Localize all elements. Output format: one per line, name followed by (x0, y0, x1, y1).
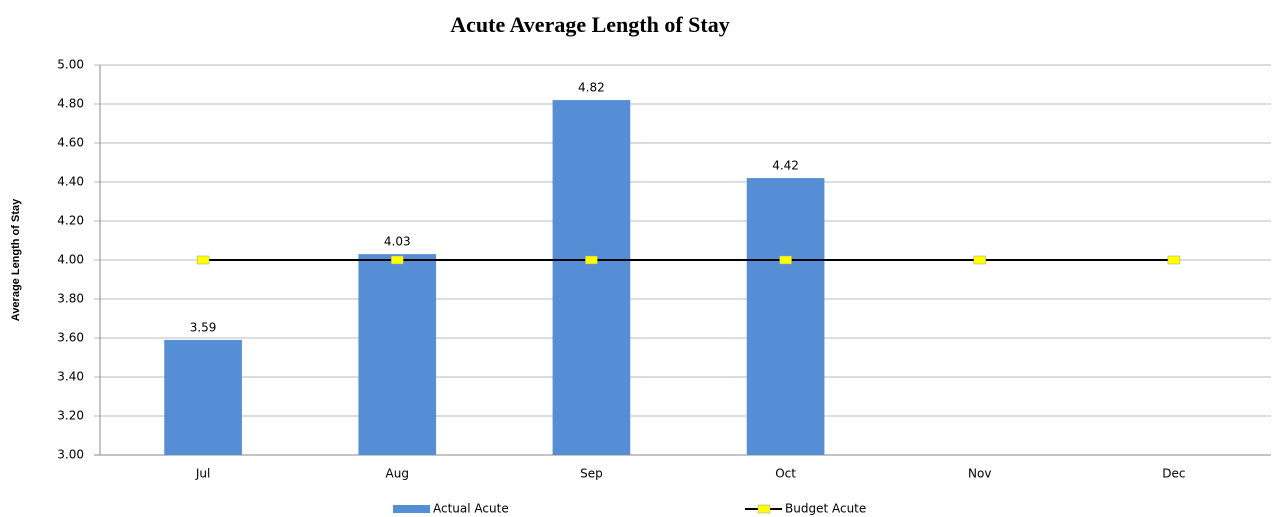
legend-label: Actual Acute (433, 502, 509, 516)
data-label: 4.03 (384, 235, 411, 249)
bar (746, 178, 825, 455)
line-marker (391, 255, 404, 265)
legend-marker (757, 504, 771, 514)
data-label: 4.42 (772, 159, 799, 173)
legend-label: Budget Acute (785, 502, 866, 516)
data-label: 3.59 (190, 320, 217, 334)
y-tick-label: 3.40 (57, 370, 84, 384)
data-label: 4.82 (578, 81, 605, 95)
y-tick-label: 4.60 (57, 136, 84, 150)
y-tick-label: 4.00 (57, 253, 84, 267)
line-marker (1167, 255, 1181, 265)
y-tick-label: 3.00 (57, 448, 84, 462)
x-tick-label: Dec (1162, 467, 1185, 481)
x-tick-label: Sep (580, 467, 603, 481)
line-marker (973, 255, 986, 265)
legend-swatch (393, 505, 430, 513)
y-tick-label: 4.80 (57, 97, 84, 111)
bar (358, 254, 437, 455)
y-axis-label: Average Length of Stay (10, 198, 22, 321)
line-marker (779, 255, 792, 265)
line-marker (585, 255, 598, 265)
y-tick-label: 5.00 (57, 58, 84, 72)
y-tick-label: 4.40 (57, 175, 84, 189)
chart-title: Acute Average Length of Stay (450, 12, 729, 37)
y-tick-label: 4.20 (57, 214, 84, 228)
line-marker (196, 255, 210, 265)
x-tick-label: Aug (386, 467, 409, 481)
x-tick-label: Jul (195, 467, 210, 481)
x-tick-label: Nov (968, 467, 991, 481)
x-tick-label: Oct (775, 467, 796, 481)
y-tick-label: 3.80 (57, 292, 84, 306)
y-tick-label: 3.20 (57, 409, 84, 423)
y-tick-label: 3.60 (57, 331, 84, 345)
bar (552, 100, 631, 455)
bar (164, 339, 242, 455)
